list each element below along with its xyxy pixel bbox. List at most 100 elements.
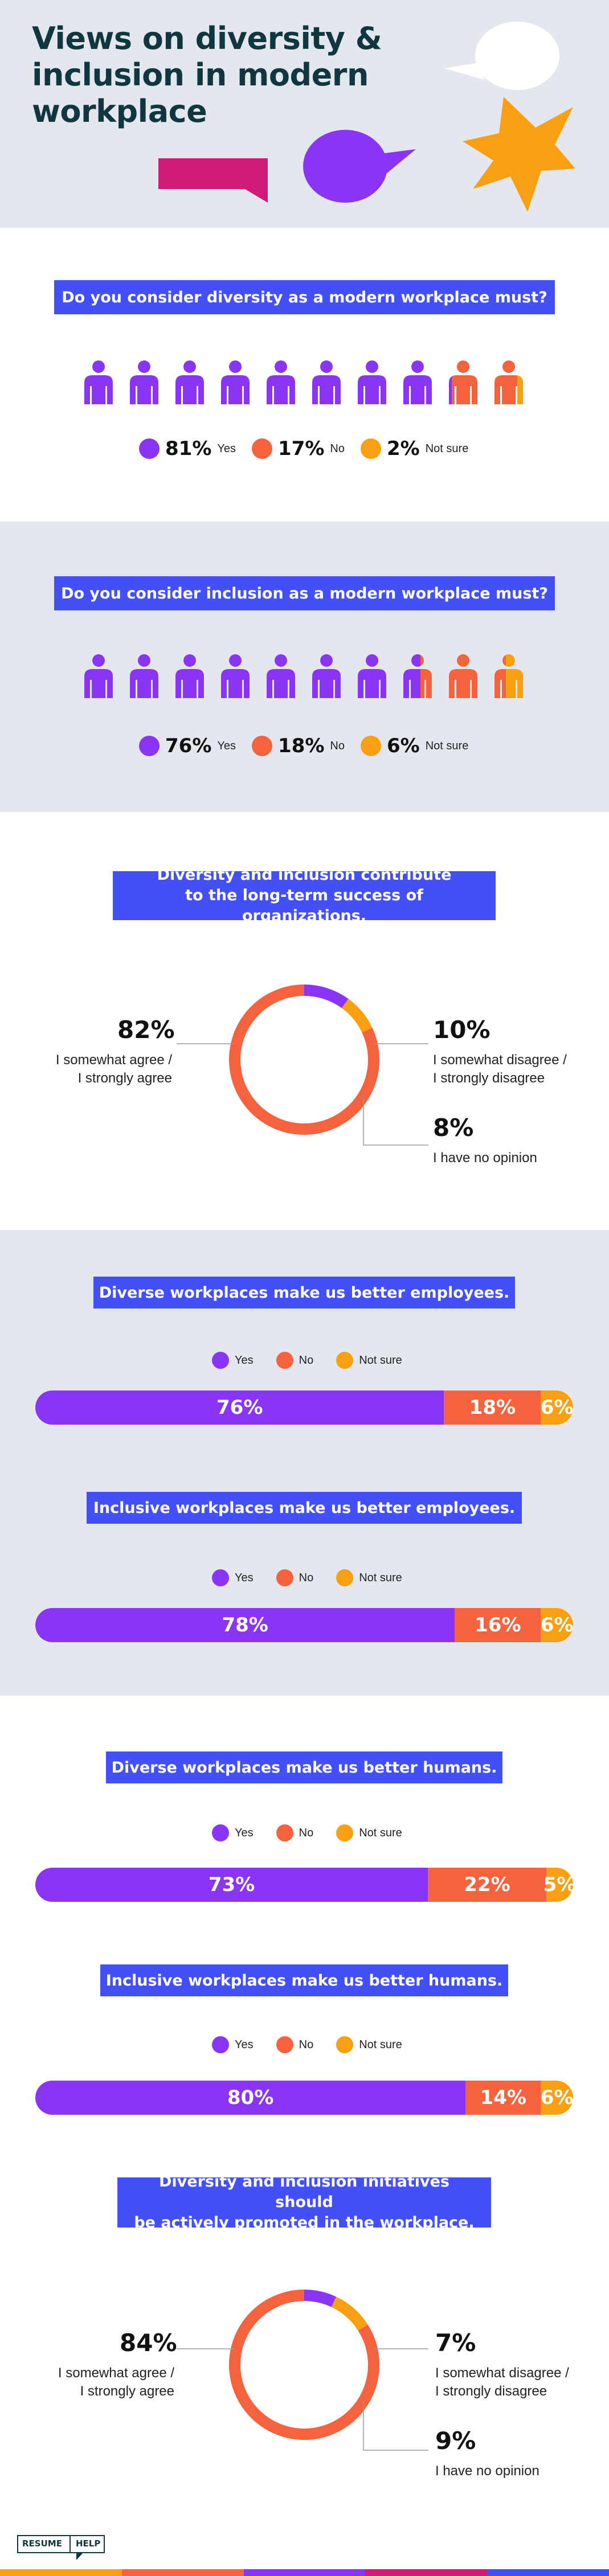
donut-segment-noop [341, 999, 373, 1033]
yes-dot-icon [212, 1352, 229, 1369]
yes-dot-icon [212, 1824, 229, 1841]
disagree-label: I somewhat disagree / I strongly disagre… [433, 1052, 567, 1086]
person-fill-segment [221, 360, 250, 404]
stacked-bar: 76% 18% 6% [35, 1390, 573, 1425]
starburst-orange-icon [463, 97, 575, 212]
bar-segment-yes: 80% [35, 2081, 466, 2115]
connector-line [363, 2401, 428, 2451]
legend-no: No [276, 2036, 313, 2053]
person-fill-segment [449, 654, 477, 698]
legend-yes: 81% Yes [139, 437, 236, 460]
donut-chart [177, 2290, 428, 2451]
unsure-dot-icon [336, 1569, 354, 1586]
person-fill-segment [267, 360, 295, 404]
yes-dot-icon [212, 2036, 229, 2053]
person-fill-segment [84, 654, 113, 698]
legend-no: No [276, 1824, 313, 1841]
no-dot-icon [276, 1569, 293, 1586]
disagree-label: I somewhat disagree / I strongly disagre… [435, 2365, 569, 2399]
yes-dot-icon [139, 736, 160, 756]
no-dot-icon [252, 736, 273, 756]
bar-segment-unsure: 6% [541, 1390, 573, 1425]
person-icon [358, 654, 386, 698]
person-icon [175, 654, 204, 698]
question-title: Diversity and inclusion contribute to th… [113, 866, 496, 925]
people-icon-row [82, 654, 525, 698]
person-fill-segment [403, 360, 432, 404]
no-opinion-label: I have no opinion [435, 2463, 539, 2479]
person-icon [84, 360, 113, 404]
person-fill-segment [130, 654, 158, 698]
connector-line [363, 1096, 428, 1146]
legend-no: No [276, 1352, 313, 1369]
section-better-employees: Diverse workplaces make us better employ… [0, 1230, 609, 1696]
bar-segment-no: 14% [465, 2081, 541, 2115]
question-title: Inclusive workplaces make us better huma… [100, 1964, 508, 1996]
person-icon [130, 360, 158, 404]
bar-legend: Yes No Not sure [212, 1569, 425, 1586]
bar-segment-no: 16% [455, 1608, 541, 1642]
person-fill-segment [175, 360, 204, 404]
disagree-value: 10% [433, 1016, 491, 1044]
person-fill-segment [452, 360, 477, 404]
person-icon [449, 654, 477, 698]
bar-segment-yes: 73% [35, 1868, 428, 1902]
disagree-value: 7% [435, 2329, 476, 2357]
person-icon [403, 654, 432, 698]
footer-stripe [0, 2569, 609, 2576]
unsure-dot-icon [336, 2036, 354, 2053]
question-title: Do you consider diversity as a modern wo… [54, 280, 555, 314]
bar-segment-unsure: 5% [543, 1868, 573, 1902]
result-legend: 81% Yes 17% No 2% Not sure [139, 437, 484, 460]
bar-segment-yes: 78% [35, 1608, 455, 1642]
person-fill-segment [84, 360, 113, 404]
donut-segment-disagree [304, 2290, 337, 2307]
person-fill-segment [506, 654, 523, 698]
legend-yes: Yes [212, 1352, 254, 1369]
logo-text-resume: RESUME [22, 2538, 62, 2549]
logo-icon [17, 2535, 105, 2560]
person-icon [221, 654, 250, 698]
question-title: Do you consider inclusion as a modern wo… [54, 576, 555, 610]
bar-legend: Yes No Not sure [212, 2036, 425, 2053]
page-title: Views on diversity & inclusion in modern… [32, 20, 382, 129]
person-fill-segment [312, 654, 341, 698]
person-icon [403, 360, 432, 404]
section-better-humans: Diverse workplaces make us better humans… [0, 1696, 609, 2576]
person-fill-segment [449, 360, 452, 404]
agree-label: I somewhat agree / I strongly agree [55, 1052, 172, 1086]
speech-bubble-white-icon [444, 22, 559, 90]
no-opinion-label: I have no opinion [433, 1150, 537, 1166]
unsure-dot-icon [336, 1352, 354, 1369]
legend-unsure: Not sure [336, 1824, 402, 1841]
person-fill-segment [312, 360, 341, 404]
person-fill-segment [221, 654, 250, 698]
legend-no: 17% No [252, 437, 345, 460]
yes-dot-icon [212, 1569, 229, 1586]
person-icon [312, 654, 341, 698]
legend-unsure: 6% Not sure [361, 735, 468, 757]
legend-unsure: Not sure [336, 1569, 402, 1586]
person-fill-segment [420, 654, 432, 698]
agree-label: I somewhat agree / I strongly agree [58, 2365, 174, 2399]
result-legend: 76% Yes 18% No 6% Not sure [139, 735, 484, 757]
bar-segment-yes: 76% [35, 1390, 444, 1425]
banner-pink-icon [158, 158, 268, 203]
no-opinion-value: 8% [433, 1114, 474, 1142]
legend-yes: 76% Yes [139, 735, 236, 757]
no-dot-icon [276, 1824, 293, 1841]
donut-segment-agree [229, 2290, 379, 2440]
person-fill-segment [358, 654, 386, 698]
person-icon [494, 360, 523, 404]
unsure-dot-icon [336, 1824, 354, 1841]
header-band: Views on diversity & inclusion in modern… [0, 0, 609, 228]
section-diversity-must: Do you consider diversity as a modern wo… [0, 228, 609, 522]
legend-unsure: 2% Not sure [361, 437, 468, 460]
bar-legend: Yes No Not sure [212, 1352, 425, 1369]
speech-bubble-purple-icon [303, 130, 416, 203]
unsure-dot-icon [361, 438, 381, 459]
bar-legend: Yes No Not sure [212, 1824, 425, 1841]
person-fill-segment [267, 654, 295, 698]
no-dot-icon [276, 1352, 293, 1369]
